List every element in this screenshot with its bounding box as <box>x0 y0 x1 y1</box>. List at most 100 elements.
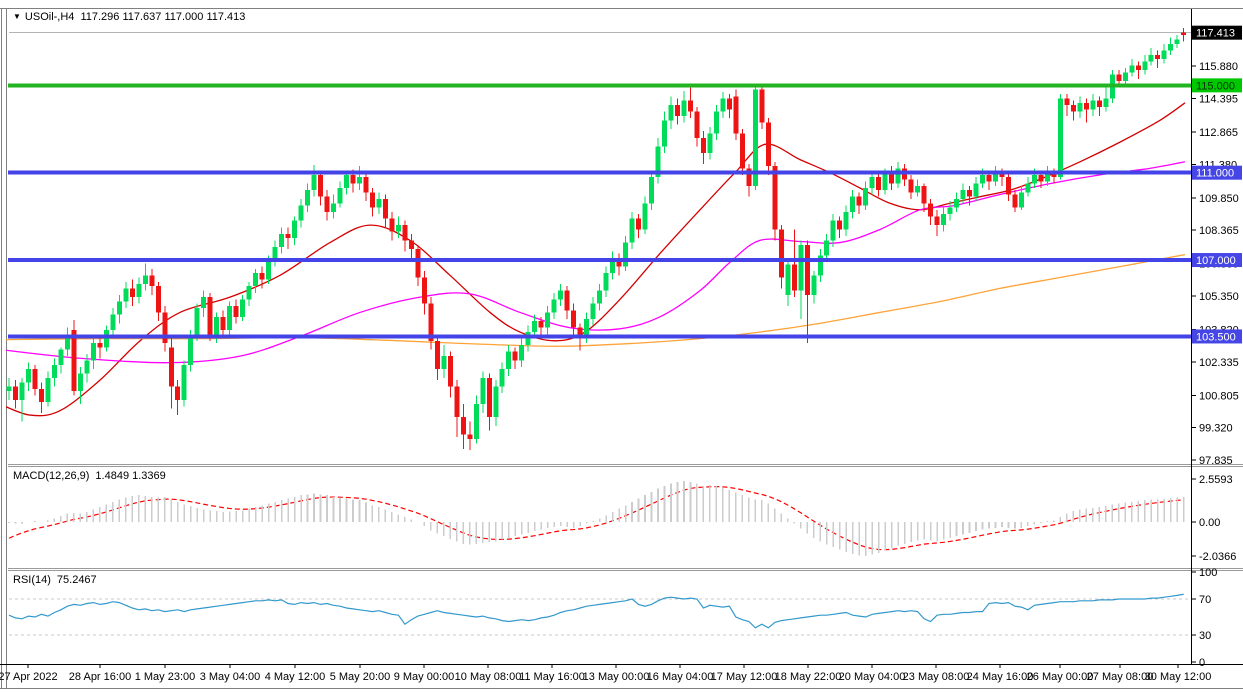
candle-body <box>850 196 856 213</box>
candle-body <box>356 177 362 184</box>
candle-body <box>538 321 544 328</box>
candle-body <box>207 297 213 335</box>
price-tag-label: 117.413 <box>1196 28 1235 40</box>
candle-body <box>421 277 427 304</box>
candle-body <box>1155 54 1161 60</box>
y-axis-tick-label: 115.880 <box>1199 61 1238 73</box>
candle-body <box>629 218 635 243</box>
candle-body <box>116 301 122 315</box>
candle-body <box>376 198 382 208</box>
candle-body <box>746 168 752 186</box>
candle-body <box>772 166 778 230</box>
main-price-panel[interactable] <box>0 32 1191 417</box>
collapse-quote-icon[interactable]: ▼ <box>13 12 21 21</box>
candle-body <box>739 133 745 169</box>
candle-body <box>311 174 317 191</box>
candle-body <box>45 377 51 402</box>
x-axis-label: 13 May 00:00 <box>583 671 650 683</box>
macd-histogram <box>8 480 1185 557</box>
candle-body <box>765 122 771 167</box>
x-axis-label: 10 May 08:00 <box>455 671 522 683</box>
candle-body <box>32 369 38 389</box>
candle-body <box>428 303 434 341</box>
rsi-axis-tick-label: 30 <box>1199 630 1211 642</box>
candle-body <box>1057 98 1063 178</box>
candle-body <box>941 214 947 226</box>
time-axis[interactable]: 27 Apr 2022 28 Apr 16:00 1 May 23:00 3 May … <box>0 664 1211 683</box>
macd-indicator-label: MACD(12,26,9) 1.4849 1.3369 <box>13 470 166 482</box>
candle-body <box>908 179 914 193</box>
candle-body <box>142 275 148 285</box>
candle-body <box>266 260 272 280</box>
candle-body <box>713 111 719 134</box>
candle-body <box>661 120 667 147</box>
candle-body <box>1064 98 1070 106</box>
candle-body <box>175 386 181 400</box>
ma-mid-magenta-line <box>6 161 1186 364</box>
candle-body <box>1168 43 1174 51</box>
horizontal-level-lines[interactable] <box>8 83 1191 339</box>
symbol-period-label: USOil-,H4 <box>24 11 75 23</box>
candle-body <box>454 386 460 418</box>
candle-body <box>947 207 953 215</box>
candle-body <box>1129 65 1135 73</box>
candle-body <box>830 220 836 241</box>
candle-body <box>545 312 551 328</box>
x-axis-label: 27 Apr 2022 <box>0 671 58 683</box>
candle-body <box>369 192 375 208</box>
candle-body <box>486 377 492 418</box>
price-axis[interactable]: 115.880114.395112.865111.380109.850108.3… <box>0 9 1243 669</box>
y-axis-tick-label: 112.865 <box>1199 127 1238 139</box>
candle-body <box>279 233 285 247</box>
candle-body <box>636 218 642 230</box>
candle-body <box>616 257 622 267</box>
candle-body <box>921 185 927 204</box>
x-axis-label: 26 May 00:00 <box>1027 671 1094 683</box>
rsi-name: RSI(14) <box>13 574 51 586</box>
candle-body <box>1122 72 1128 81</box>
candle-body <box>305 190 311 206</box>
price-tag <box>1192 253 1242 268</box>
candle-body <box>64 334 70 350</box>
candle-body <box>240 299 246 317</box>
rsi-indicator-label: RSI(14) 75.2467 <box>13 574 97 586</box>
candle-body <box>837 220 843 230</box>
x-axis-label: 4 May 12:00 <box>265 671 326 683</box>
candle-body <box>90 343 96 361</box>
candle-body <box>1025 183 1031 193</box>
candle-body <box>999 172 1005 178</box>
candle-body <box>895 168 901 184</box>
candle-body <box>58 349 64 365</box>
x-axis-label: 18 May 22:00 <box>775 671 842 683</box>
price-tag <box>1192 25 1242 40</box>
candle-body <box>123 288 129 302</box>
candle-body <box>1031 174 1037 184</box>
candle-body <box>525 332 531 346</box>
candle-body <box>343 174 349 188</box>
candle-body <box>214 316 220 335</box>
rsi-panel[interactable] <box>8 593 1191 636</box>
candle-body <box>519 345 525 361</box>
candle-body <box>655 146 661 178</box>
candle-body <box>324 196 330 213</box>
candle-body <box>992 172 998 182</box>
candle-body <box>363 177 369 193</box>
candle-body <box>227 305 233 330</box>
macd-panel[interactable] <box>8 486 1184 551</box>
x-axis-label: 23 May 08:00 <box>903 671 970 683</box>
candle-body <box>38 388 44 402</box>
candle-body <box>441 356 447 370</box>
candle-body <box>564 290 570 311</box>
candle-body <box>51 364 57 378</box>
price-tag <box>1192 329 1242 344</box>
candle-body <box>512 351 518 361</box>
candle-body <box>649 177 655 204</box>
candle-body <box>967 190 973 197</box>
candle-body <box>6 386 12 392</box>
candle-body <box>597 290 603 304</box>
price-tag-label: 107.000 <box>1196 255 1236 267</box>
candle-body <box>71 329 77 392</box>
candle-body <box>843 212 849 230</box>
candle-body <box>623 242 629 267</box>
